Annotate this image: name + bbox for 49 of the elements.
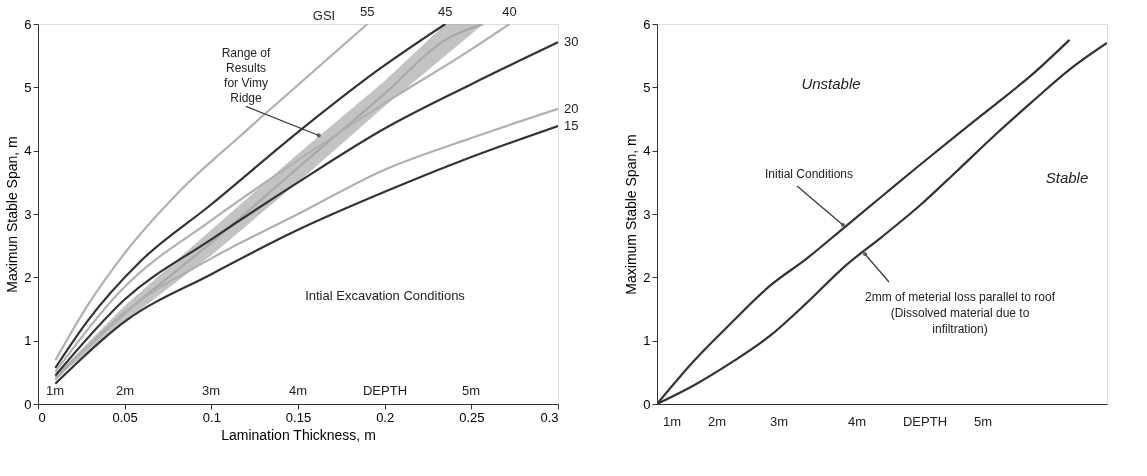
text: 5m xyxy=(973,414,993,429)
annotation: 2mm of meterial loss parallel to roof (Dissolved material due to infiltration) xyxy=(864,290,1056,336)
x-tick-label: 0.2 xyxy=(376,409,395,425)
y-tick-label: 5 xyxy=(24,79,32,95)
annotation: 2m xyxy=(115,383,135,398)
annotation: 5m xyxy=(461,383,481,398)
x-tick-label: 0.15 xyxy=(285,409,312,425)
y-tick-label: 0 xyxy=(24,396,32,412)
y-tick-label: 4 xyxy=(643,143,651,159)
text: 4m xyxy=(847,414,867,429)
annotation: Unstable xyxy=(801,75,861,92)
x-tick-label: 0.05 xyxy=(112,409,138,425)
y-tick-label: 3 xyxy=(24,206,32,222)
annotation: 3m xyxy=(201,383,221,398)
text: 3m xyxy=(769,414,789,429)
series-label: 20 xyxy=(564,100,579,116)
x-axis-title: Lamination Thickness, m xyxy=(221,426,376,443)
series-label: 40 xyxy=(502,4,517,19)
y-tick-label: 6 xyxy=(643,16,651,32)
text: GSI xyxy=(312,8,336,23)
y-tick-label: 4 xyxy=(24,143,32,159)
annotation: Initial Conditions xyxy=(764,167,854,181)
annotation: DEPTH xyxy=(362,383,408,398)
text: DEPTH xyxy=(902,414,948,429)
y-tick-label: 5 xyxy=(643,79,651,95)
y-tick-label: 2 xyxy=(24,269,32,285)
annotation: 1m xyxy=(45,383,65,398)
x-tick-label: 0.3 xyxy=(540,409,559,425)
series-label: 45 xyxy=(438,4,453,19)
series-label: 55 xyxy=(360,4,375,19)
annotation: Stable xyxy=(1045,169,1089,186)
x-tick-label: 0.25 xyxy=(459,409,485,425)
y-tick-label: 1 xyxy=(643,333,651,349)
y-tick-label: 2 xyxy=(643,269,651,285)
y-tick-label: 1 xyxy=(24,333,32,349)
y-axis-title: Maximum Stable Span, m xyxy=(623,134,640,295)
annotation: 4m xyxy=(288,383,308,398)
annotation: Intial Excavation Conditions xyxy=(305,288,466,303)
series-label: 15 xyxy=(564,117,579,133)
text: 1m xyxy=(662,414,682,429)
x-tick-label: 0.1 xyxy=(202,409,221,425)
y-tick-label: 0 xyxy=(643,396,651,412)
y-tick-label: 6 xyxy=(24,16,32,32)
series-label: 30 xyxy=(564,34,579,50)
y-tick-label: 3 xyxy=(643,206,651,222)
text: 2m xyxy=(707,414,727,429)
y-axis-title: Maximun Stable Span, m xyxy=(4,136,21,293)
x-tick-label: 0 xyxy=(38,409,46,425)
annotation: Range of Results for Vimy Ridge xyxy=(221,45,272,105)
